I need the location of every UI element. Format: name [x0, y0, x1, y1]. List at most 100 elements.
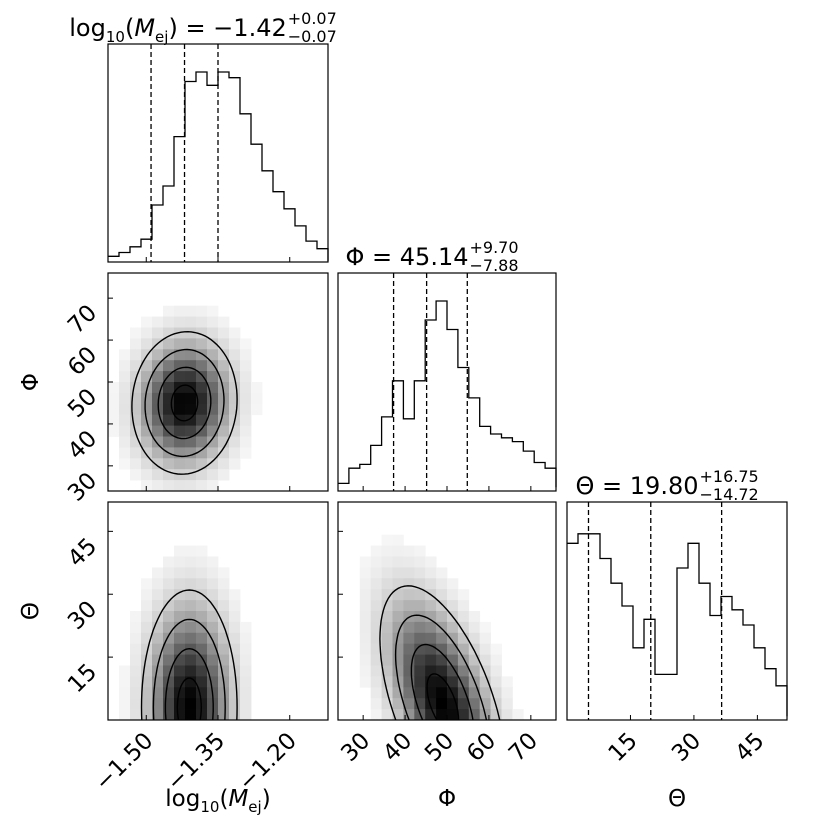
- density-cell: [240, 371, 252, 383]
- density-cell: [130, 654, 142, 666]
- density-cell: [119, 665, 131, 677]
- density-cell: [218, 567, 230, 579]
- density-cell: [240, 338, 252, 350]
- density-cell: [392, 545, 404, 557]
- density-cell: [119, 687, 131, 699]
- density-cell: [119, 436, 131, 448]
- density-cell: [163, 392, 175, 405]
- density-cell: [152, 469, 164, 481]
- density-cell: [229, 338, 241, 350]
- density-cell: [141, 665, 153, 677]
- density-cell: [370, 556, 382, 568]
- density-cell: [163, 469, 175, 481]
- density-cell: [141, 676, 153, 688]
- density-cell: [196, 414, 208, 426]
- density-cell: [468, 654, 481, 666]
- density-cell: [152, 709, 164, 720]
- density-cell: [152, 316, 164, 328]
- density-cell: [196, 632, 208, 645]
- density-cell: [240, 382, 252, 394]
- density-cell: [490, 654, 502, 666]
- density-cell: [468, 665, 481, 677]
- density-cell: [381, 709, 393, 720]
- density-cell: [436, 611, 448, 623]
- density-cell: [185, 545, 197, 557]
- density-cell: [229, 425, 241, 437]
- density-cell: [163, 709, 175, 720]
- density-cell: [174, 709, 186, 720]
- density-cell: [240, 698, 252, 710]
- density-cell: [141, 480, 153, 491]
- density-cell: [457, 687, 470, 699]
- density-cell: [436, 567, 448, 579]
- y-tick-label: 15: [63, 659, 102, 698]
- density-cell: [436, 589, 448, 601]
- density-cell: [152, 480, 164, 491]
- density-cell: [152, 436, 164, 448]
- density-cell: [392, 534, 404, 546]
- density-cell: [457, 600, 470, 612]
- density-cell: [163, 621, 175, 634]
- contour-level: [394, 614, 488, 720]
- density-cell: [381, 676, 393, 688]
- density-cell: [218, 611, 230, 623]
- density-cell: [425, 578, 437, 590]
- density-cell: [251, 403, 263, 416]
- density-cell: [359, 632, 372, 645]
- density-cell: [392, 687, 404, 699]
- density-cell: [370, 709, 382, 720]
- density-cell: [359, 589, 372, 601]
- density-cell: [174, 403, 186, 416]
- x-axis-label-1: Φ: [438, 786, 456, 812]
- density-cell: [403, 654, 415, 666]
- density-cell: [251, 392, 263, 405]
- density-cell: [207, 392, 219, 405]
- density-cell: [490, 676, 502, 688]
- density-cell: [229, 621, 241, 634]
- density-cell: [414, 676, 426, 688]
- title-sub: −14.72: [699, 485, 758, 504]
- density-cell: [490, 687, 502, 699]
- density-cell: [152, 578, 164, 590]
- density-cell: [447, 654, 459, 666]
- density-cell: [119, 349, 131, 361]
- density-cell: [163, 436, 175, 448]
- density-cell: [130, 414, 142, 426]
- density-cell: [240, 643, 252, 655]
- density-cell: [436, 621, 448, 634]
- density-cell: [141, 447, 153, 459]
- density-cell: [185, 469, 197, 481]
- text-part: 10: [200, 798, 219, 816]
- density-cell: [414, 643, 426, 655]
- density-cell: [392, 589, 404, 601]
- density-cell: [185, 621, 197, 634]
- density-cell: [174, 643, 186, 655]
- density-cell: [403, 698, 415, 710]
- density-cell: [425, 632, 437, 645]
- density-cell: [130, 392, 142, 405]
- density-cell: [403, 600, 415, 612]
- density-cell: [141, 611, 153, 623]
- density-cell: [240, 447, 252, 459]
- density-cell: [196, 480, 208, 491]
- density-cell: [218, 578, 230, 590]
- density-cell: [468, 698, 481, 710]
- density-cell: [130, 665, 142, 677]
- text-part: 10: [106, 28, 125, 46]
- density-cell: [370, 632, 382, 645]
- density-cell: [119, 382, 131, 394]
- density-cell: [359, 611, 372, 623]
- density-cell: [425, 643, 437, 655]
- density-cell: [108, 425, 120, 437]
- density-cell: [207, 611, 219, 623]
- density-cell: [185, 436, 197, 448]
- density-cell: [392, 621, 404, 634]
- density-cell: [174, 556, 186, 568]
- density-cell: [185, 392, 197, 405]
- density-cell: [152, 643, 164, 655]
- density-cell: [163, 327, 175, 339]
- density-cell: [207, 665, 219, 677]
- density-cell: [207, 458, 219, 470]
- density-cell: [163, 687, 175, 699]
- density-cell: [185, 600, 197, 612]
